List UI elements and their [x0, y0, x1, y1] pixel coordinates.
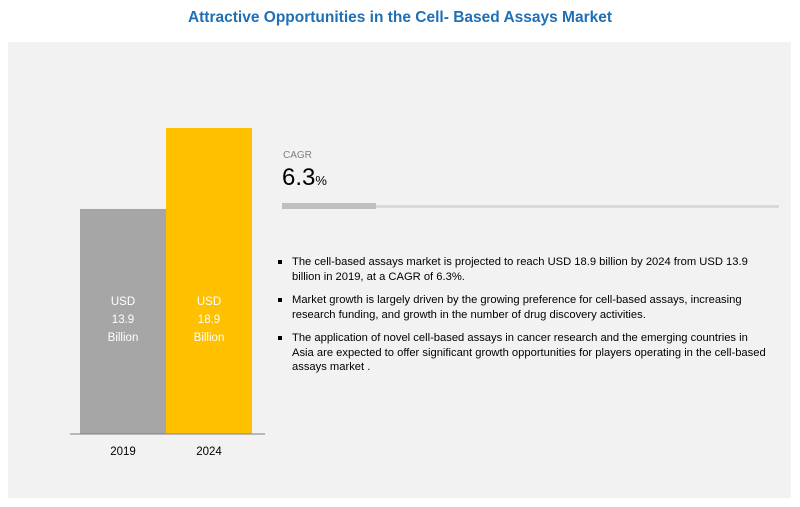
cagr-unit: %: [315, 173, 327, 188]
bar-value-label: USD: [111, 296, 135, 308]
key-point-text: The application of novel cell-based assa…: [292, 332, 766, 373]
bar-value-label: USD: [197, 296, 221, 308]
bar-value-label: 13.9: [112, 314, 134, 326]
chart-title: Attractive Opportunities in the Cell- Ba…: [187, 9, 613, 26]
key-point-text: The cell-based assays market is projecte…: [292, 256, 748, 283]
bars-group: USD 13.9 Billion USD 18.9 Billion: [80, 128, 252, 434]
bullet-icon: [278, 260, 282, 264]
key-point: Market growth is largely driven by the g…: [277, 293, 769, 322]
cagr-number: 6.3: [282, 164, 316, 191]
key-point: The application of novel cell-based assa…: [277, 331, 769, 375]
key-points-list: The cell-based assays market is projecte…: [277, 255, 769, 384]
key-point: The cell-based assays market is projecte…: [277, 255, 769, 284]
x-tick-label: 2024: [196, 446, 222, 458]
bullet-icon: [278, 298, 282, 302]
cagr-progress-track: [282, 205, 779, 208]
cagr-progress-fill: [282, 203, 376, 209]
key-point-text: Market growth is largely driven by the g…: [292, 294, 742, 321]
bullet-icon: [278, 336, 282, 340]
bar-value-label: 18.9: [198, 314, 220, 326]
bar-2019: [80, 208, 166, 434]
cagr-label: CAGR: [283, 150, 312, 161]
bar-value-label: Billion: [108, 332, 139, 344]
bar-2024: [166, 128, 252, 434]
x-tick-labels: 2019 2024: [110, 446, 222, 458]
x-tick-label: 2019: [110, 446, 136, 458]
bar-value-label: Billion: [194, 332, 225, 344]
cagr-value: 6.3%: [282, 164, 327, 195]
